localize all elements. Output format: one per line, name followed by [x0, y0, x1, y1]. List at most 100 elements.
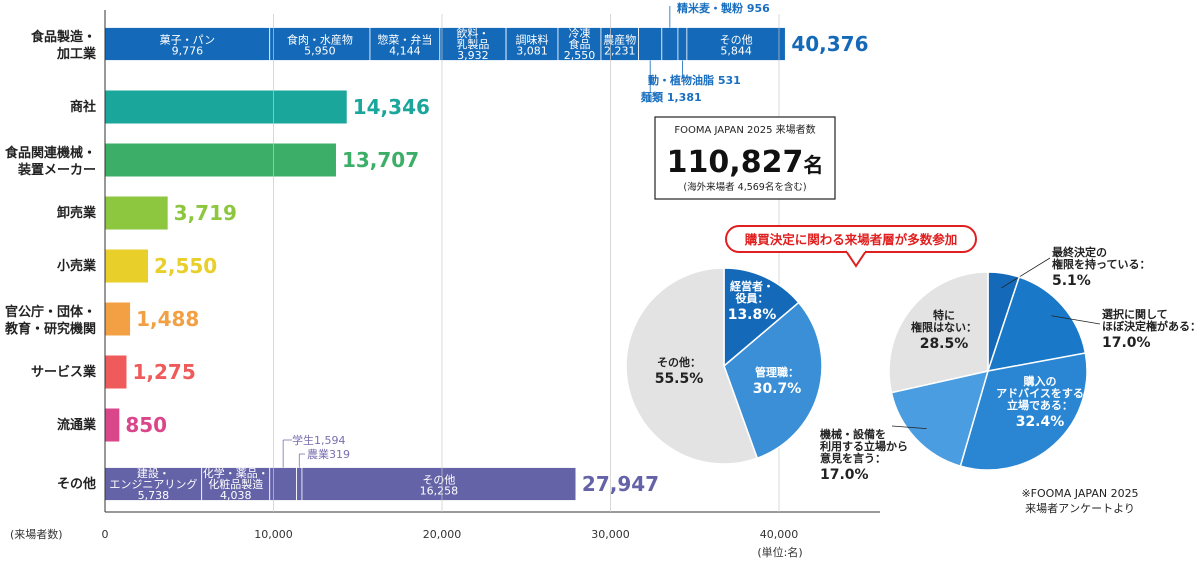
pie-slice-value: 5.1% — [1052, 273, 1091, 289]
segment-label-line: 化粧品製造 — [208, 477, 263, 491]
bar-total-label: 27,947 — [582, 472, 659, 496]
pie-slice-value: 28.5% — [920, 336, 969, 352]
segment-label-line: 農産物 — [603, 33, 636, 47]
segment-value: 3,932 — [457, 49, 489, 62]
segment-label-line: 飲料・ — [456, 26, 489, 40]
bar-segment — [677, 27, 688, 61]
pie-slice-label-line: 特に — [933, 308, 955, 322]
tick-label: 10,000 — [254, 528, 293, 541]
axis-label: (来場者数) — [10, 528, 63, 541]
pie-slice-label-line: 役員： — [735, 291, 769, 305]
segment-value: 9,776 — [172, 45, 204, 58]
source-note-line2: 来場者アンケートより — [1025, 502, 1135, 515]
category-label: 商社 — [70, 99, 96, 115]
bar-total-label: 850 — [125, 413, 167, 437]
category-label-line: 食品関連機械・ — [5, 145, 96, 161]
segment-label-line: その他 — [720, 34, 753, 47]
segment-label-line: 化学・薬品・ — [203, 466, 269, 480]
category-label: サービス業 — [31, 364, 97, 380]
pie-slice-label: 管理職： — [755, 365, 799, 379]
pie-slice-label: 選択に関してほぼ決定権がある： — [1102, 307, 1200, 333]
source-note: ※FOOMA JAPAN 2025 来場者アンケートより — [1021, 487, 1138, 515]
segment-label: 食肉・水産物 — [287, 33, 353, 47]
bar-total-label: 13,707 — [342, 148, 419, 172]
pie-slice-label-line: 権限はない： — [911, 320, 977, 334]
pie-slice-label-line: 選択に関して — [1102, 307, 1168, 321]
segment-label-line: 食品 — [568, 37, 590, 51]
segment-value: 2,231 — [604, 45, 636, 58]
bar-segment — [301, 467, 577, 501]
pie-slice-value: 17.0% — [820, 467, 869, 483]
pie-slice — [888, 271, 989, 394]
category-label: 食品製造・加工業 — [31, 29, 97, 62]
segment-label-line: エンジニアリング — [109, 477, 197, 491]
segment-label: 惣菜・弁当 — [377, 33, 432, 47]
pie-slice-label-line: 機械・設備を — [820, 427, 886, 441]
bar-segment — [638, 27, 663, 61]
callout-label: 学生1,594 — [292, 433, 346, 447]
category-label-line: サービス業 — [31, 364, 97, 380]
pie-slice-label-line: 経営者・ — [730, 279, 774, 293]
pie-slice-label: 特に権限はない： — [911, 308, 977, 334]
category-label: その他 — [57, 476, 96, 492]
segment-value: 4,144 — [389, 45, 421, 58]
bar-total-label: 2,550 — [154, 254, 217, 278]
pie-slice-value: 17.0% — [1102, 335, 1151, 351]
bar-segment — [369, 27, 441, 61]
pie-slice-label-line: ほぼ決定権がある： — [1102, 319, 1200, 333]
bar-total-label: 1,275 — [132, 360, 195, 384]
bar-segment — [505, 27, 559, 61]
segment-label-line: その他 — [422, 474, 455, 487]
category-label-line: 小売業 — [57, 258, 97, 274]
segment-label: その他 — [422, 474, 455, 487]
banner-text: 購買決定に関わる来場者層が多数参加 — [744, 232, 958, 247]
pie-slice — [625, 267, 759, 465]
segment-label-line: 冷凍 — [568, 27, 590, 40]
bar — [105, 249, 148, 283]
category-label-line: 官公庁・団体・ — [5, 304, 96, 320]
segment-label: 化学・薬品・化粧品製造 — [203, 466, 269, 491]
segment-label-line: 乳製品 — [456, 37, 489, 51]
pie-slice-label-line: 利用する立場から — [820, 439, 908, 453]
pie-leader-line — [891, 425, 927, 430]
callout-label: 精米麦・製粉 956 — [677, 1, 770, 15]
category-label: 流通業 — [57, 417, 97, 433]
pie-slice-label-line: 意見を言う： — [820, 451, 886, 465]
pie-slice-label: その他： — [657, 355, 701, 369]
segment-label: その他 — [720, 34, 753, 47]
visitors-number: 110,827名 — [667, 145, 824, 180]
bar — [105, 196, 168, 230]
category-label: 食品関連機械・装置メーカー — [5, 145, 96, 178]
segment-label-line: 調味料 — [516, 33, 549, 47]
tick-label: 30,000 — [591, 528, 630, 541]
x-axis: 0 10,000 20,000 30,000 40,000 (来場者数) (単位:名) — [10, 10, 880, 559]
pie-slice-label: 購入のアドバイスをする立場である： — [996, 374, 1084, 412]
category-label-line: その他 — [57, 476, 96, 492]
segment-label-line: 食肉・水産物 — [287, 33, 353, 47]
callout-label: 農業319 — [307, 447, 350, 461]
category-label: 卸売業 — [57, 205, 97, 221]
bar-total-label: 3,719 — [174, 201, 237, 225]
pie-chart-role: 経営者・役員： 13.8% 管理職： 30.7% その他： 55.5% — [625, 267, 823, 465]
callout-label: 麺類 1,381 — [640, 90, 702, 104]
visitors-heading: FOOMA JAPAN 2025 来場者数 — [674, 123, 815, 136]
segment-value: 2,550 — [564, 49, 596, 62]
bar — [105, 302, 131, 336]
source-note-line1: ※FOOMA JAPAN 2025 — [1021, 487, 1138, 500]
bar-segment — [269, 27, 371, 61]
pie-slice-value: 55.5% — [655, 371, 704, 387]
pie-slice-label: 最終決定の権限を持っている： — [1052, 245, 1150, 271]
category-label-line: 食品製造・ — [31, 29, 96, 45]
visitors-unit: 名 — [803, 153, 823, 177]
pie-slice-label-line: 管理職： — [755, 365, 799, 379]
bar — [105, 143, 336, 177]
pie-slice-label: 経営者・役員： — [730, 279, 774, 305]
segment-value: 3,081 — [516, 45, 548, 58]
pie-slice — [986, 276, 1087, 372]
pie-slice-label-line: 権限を持っている： — [1052, 257, 1150, 271]
banner: 購買決定に関わる来場者層が多数参加 — [725, 225, 977, 268]
segment-label: 建設・エンジニアリング — [109, 466, 197, 491]
pie-slice — [890, 369, 990, 467]
category-label-line: 流通業 — [57, 417, 97, 433]
